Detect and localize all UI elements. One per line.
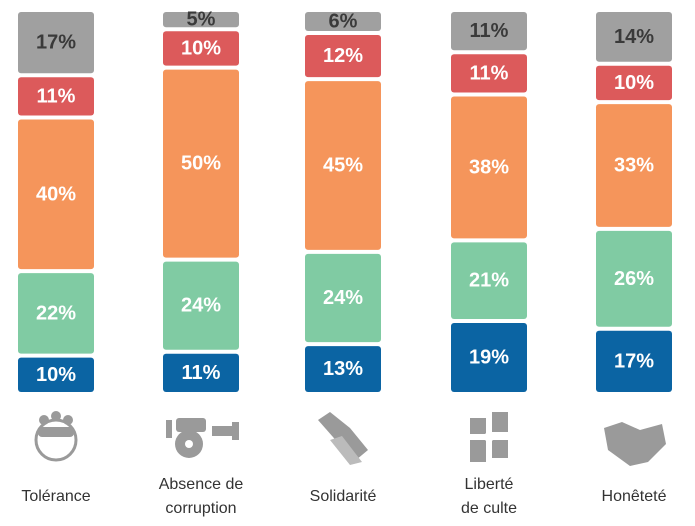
bar-segment	[163, 261, 239, 350]
value-label: 12%	[323, 45, 363, 67]
category-label: Tolérance	[21, 488, 91, 505]
bar-segment	[305, 81, 381, 250]
value-label: 38%	[469, 156, 509, 178]
bar-segment	[163, 353, 239, 392]
bar-segment	[305, 346, 381, 392]
icon-corruption	[166, 418, 239, 458]
value-label: 24%	[181, 295, 221, 317]
value-label: 11%	[470, 20, 509, 42]
bar-segment	[451, 12, 527, 51]
value-label: 10%	[181, 37, 221, 59]
value-label: 45%	[323, 155, 363, 177]
bar-segment	[163, 69, 239, 258]
bar-segment	[451, 96, 527, 239]
icon-tolerance	[34, 411, 78, 462]
icon-solidarity	[318, 412, 368, 465]
bar-segment	[18, 357, 94, 392]
bar-segment	[305, 12, 381, 32]
bar-segment	[596, 12, 672, 62]
value-label: 11%	[37, 85, 76, 107]
value-label: 26%	[614, 268, 654, 290]
bar-segment	[18, 77, 94, 116]
category-label: Liberté de culte	[460, 476, 518, 517]
value-label: 33%	[614, 155, 654, 177]
bar-segment	[596, 104, 672, 227]
bar-segment	[451, 54, 527, 93]
category-label: Absence de corruption	[158, 476, 244, 517]
value-label: 50%	[181, 153, 221, 175]
bar-segment	[305, 35, 381, 78]
bar-segment	[305, 253, 381, 343]
value-label: 17%	[614, 350, 654, 372]
bar-segment	[451, 242, 527, 320]
bar-segment	[596, 65, 672, 101]
category-label: Honêteté	[601, 488, 667, 505]
bar-segment	[451, 323, 527, 392]
icon-honesty	[604, 422, 666, 466]
bar-segment	[18, 119, 94, 270]
value-label: 11%	[470, 62, 509, 84]
value-label: 22%	[36, 302, 76, 324]
value-label: 11%	[182, 362, 221, 384]
icon-worship	[470, 412, 508, 462]
category-label: Solidarité	[309, 488, 377, 505]
bar-segment	[163, 12, 239, 28]
bar-segment	[18, 273, 94, 354]
value-label: 10%	[36, 364, 76, 386]
value-label: 6%	[329, 11, 358, 33]
bar-segment	[596, 330, 672, 392]
value-label: 40%	[36, 183, 76, 205]
bar-segment	[163, 31, 239, 66]
value-label: 24%	[323, 287, 363, 309]
value-label: 19%	[469, 347, 509, 369]
bar-segment	[596, 230, 672, 327]
value-label: 17%	[36, 32, 76, 54]
value-label: 10%	[614, 72, 654, 94]
value-label: 13%	[323, 358, 363, 380]
value-label: 5%	[187, 9, 216, 31]
bar-segment	[18, 12, 94, 74]
value-label: 21%	[469, 270, 509, 292]
value-label: 14%	[614, 26, 654, 48]
